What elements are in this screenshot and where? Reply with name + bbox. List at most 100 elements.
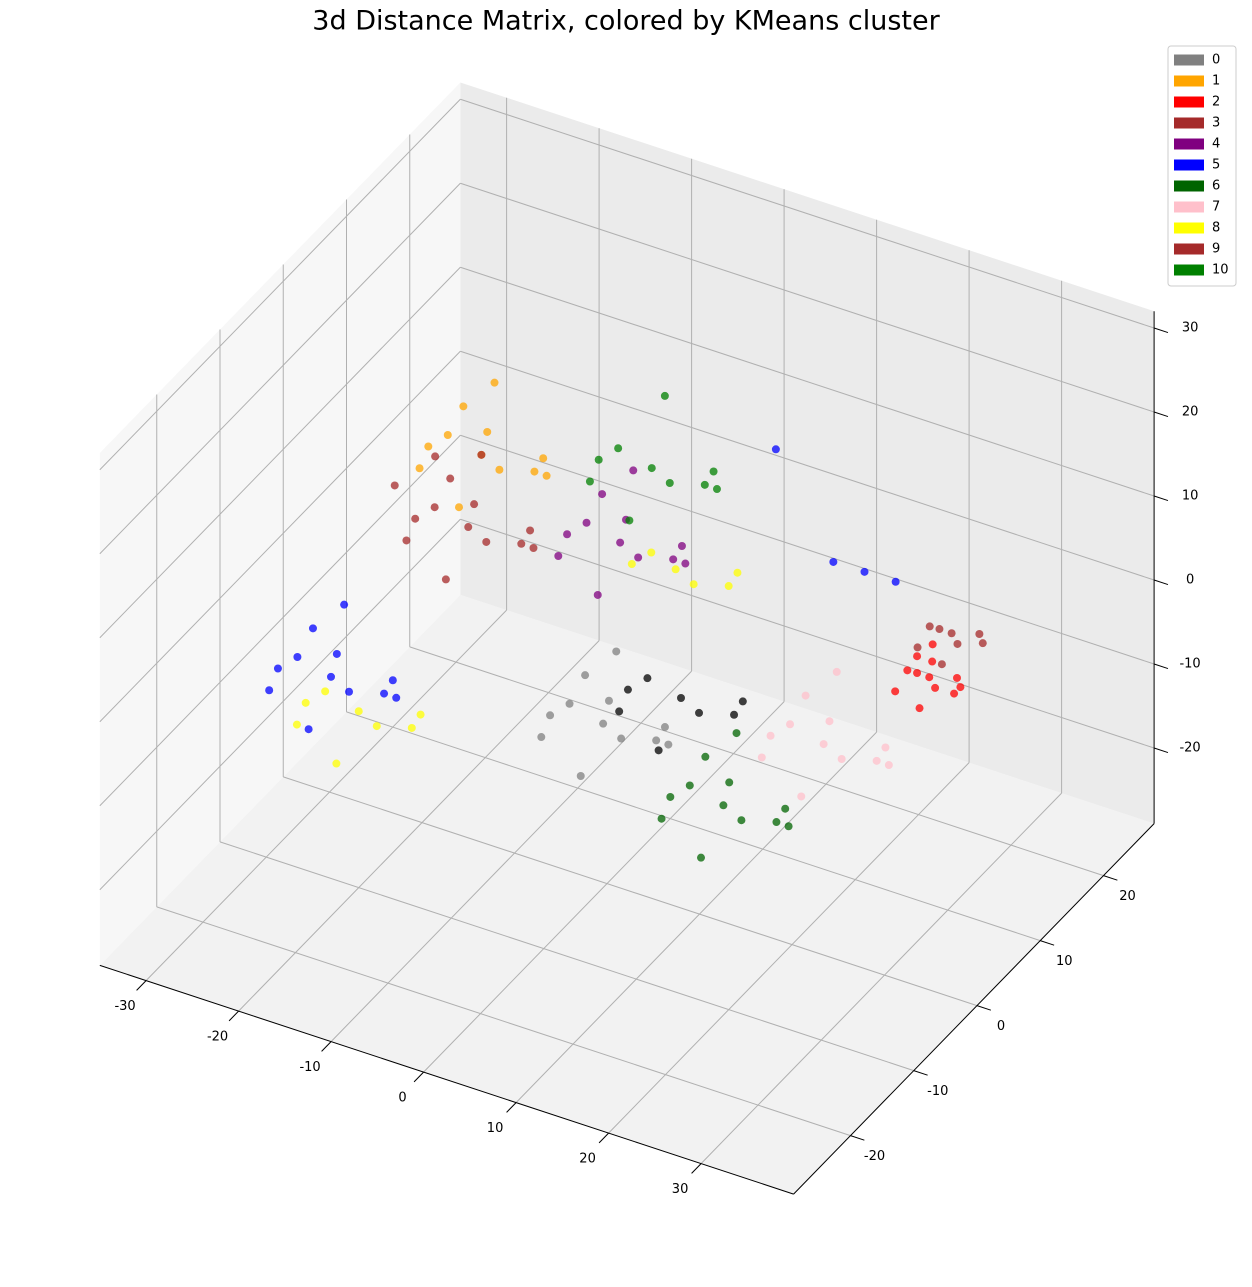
point (709, 467, 718, 476)
tick-mark (598, 1132, 609, 1144)
point (891, 577, 900, 586)
point (677, 542, 686, 550)
legend-label: 4 (1212, 137, 1220, 152)
tick-mark (976, 1005, 992, 1011)
grid-line (409, 646, 1104, 877)
point (530, 467, 539, 476)
tick-mark (1103, 875, 1118, 881)
point (738, 697, 747, 706)
point (925, 673, 934, 682)
point (719, 801, 728, 810)
point (441, 575, 450, 584)
point (470, 500, 479, 509)
grid-line (515, 731, 877, 1103)
legend-label: 7 (1212, 200, 1220, 215)
point (585, 477, 594, 486)
point (872, 756, 881, 765)
tick-mark (1153, 747, 1169, 754)
point (546, 711, 555, 720)
point (598, 490, 607, 499)
point (647, 548, 656, 557)
point (292, 720, 301, 729)
point (695, 708, 704, 717)
y-axis-line (793, 823, 1155, 1195)
point (372, 722, 381, 731)
point (771, 445, 780, 454)
grid-line (145, 609, 507, 981)
chart-title: 3d Distance Matrix, colored by KMeans cl… (312, 6, 940, 37)
point (701, 752, 710, 761)
legend-swatch (1174, 201, 1204, 213)
point (594, 455, 603, 464)
grid-line (238, 640, 600, 1012)
point (915, 704, 924, 713)
point (685, 781, 694, 790)
point (415, 464, 424, 473)
point (786, 720, 795, 729)
tick-mark (913, 1070, 928, 1076)
point (576, 772, 585, 780)
grid-line (460, 98, 1155, 329)
grid-line (219, 841, 914, 1072)
point (730, 710, 739, 719)
point (643, 674, 652, 683)
point (724, 582, 733, 591)
legend-swatch (1174, 54, 1204, 66)
point (737, 816, 746, 825)
grid-line (330, 670, 692, 1042)
legend-swatch (1174, 180, 1204, 192)
z-tick-label: 20 (1182, 405, 1199, 420)
point (623, 685, 632, 694)
point (625, 516, 634, 525)
point (819, 740, 828, 749)
point (647, 464, 656, 473)
point (593, 590, 602, 599)
point (431, 452, 440, 461)
point (542, 471, 551, 480)
point (677, 694, 685, 702)
legend-label: 2 (1212, 95, 1220, 110)
point (424, 442, 433, 451)
y-tick-label: -20 (864, 1149, 885, 1164)
grid-line (460, 350, 1155, 581)
point (616, 538, 625, 547)
legend-swatch (1174, 243, 1204, 255)
point (928, 657, 937, 666)
point (953, 639, 962, 648)
point (537, 733, 546, 742)
point (581, 671, 590, 680)
tick-mark (850, 1135, 865, 1141)
point (612, 647, 621, 656)
point (903, 666, 912, 675)
grid-line (99, 434, 461, 807)
point (459, 402, 468, 411)
point (829, 557, 838, 566)
point (327, 672, 335, 681)
legend-swatch (1174, 96, 1204, 108)
z-tick-label: -20 (1179, 741, 1200, 756)
point (660, 391, 669, 400)
grid-line (460, 434, 1155, 665)
point (627, 560, 636, 568)
point (565, 699, 574, 708)
tick-mark (1153, 663, 1169, 670)
point (733, 568, 742, 577)
grid-line (460, 182, 1155, 413)
point (860, 567, 869, 576)
point (308, 624, 317, 633)
x-tick-label: 30 (672, 1182, 689, 1197)
point (495, 465, 504, 474)
legend-label: 8 (1212, 221, 1220, 236)
point (617, 734, 626, 743)
x-tick-label: -30 (114, 999, 135, 1014)
legend-label: 1 (1212, 74, 1220, 89)
point (825, 717, 834, 726)
point (665, 479, 674, 487)
x-tick-label: 20 (579, 1152, 596, 1167)
point (345, 687, 354, 696)
point (293, 653, 302, 661)
point (411, 514, 420, 523)
tick-mark (1153, 411, 1169, 418)
y-tick-label: -10 (927, 1084, 948, 1099)
point (392, 693, 401, 702)
